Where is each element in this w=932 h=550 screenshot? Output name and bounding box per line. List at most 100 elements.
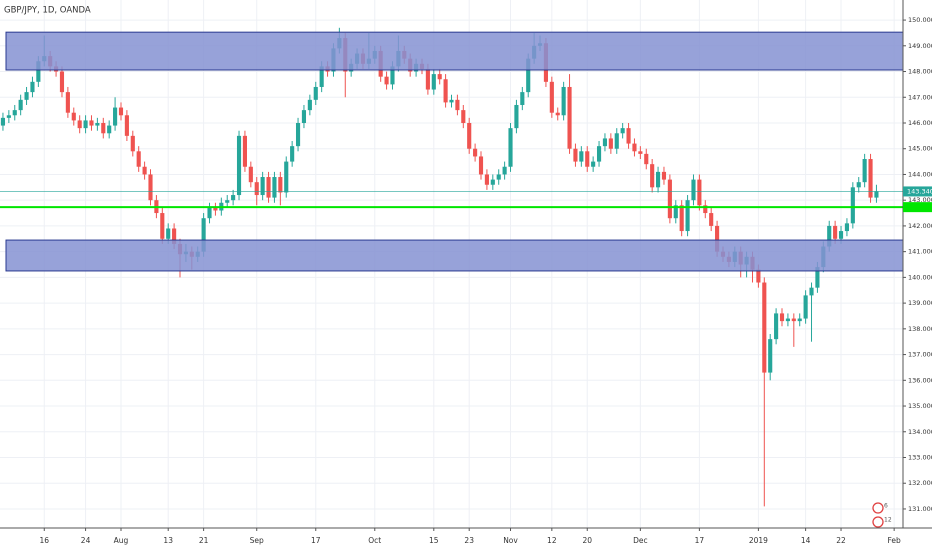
candle-body <box>18 99 23 111</box>
candle-body <box>762 282 767 373</box>
candle-body <box>118 107 124 116</box>
candle-body <box>166 228 171 239</box>
badge <box>872 516 884 528</box>
candle-body <box>384 76 389 85</box>
x-tick-label: Nov <box>503 536 518 545</box>
candle-body <box>644 153 649 165</box>
candle-body <box>6 115 11 118</box>
candle-body <box>526 58 531 93</box>
candle-body <box>850 187 855 224</box>
candle-body <box>313 86 318 100</box>
x-tick-label: 13 <box>163 536 173 545</box>
x-tick-label: 17 <box>311 536 321 545</box>
candle-body <box>478 156 484 175</box>
y-tick-label: 144.000 <box>908 170 932 178</box>
candle-body <box>514 104 519 129</box>
x-tick-label: Dec <box>633 536 648 545</box>
candle-body <box>148 174 153 201</box>
zone <box>5 31 904 71</box>
y-tick-label: 146.000 <box>908 119 932 127</box>
candle-body <box>862 159 867 183</box>
candle-body <box>160 213 165 239</box>
y-tick-label: 140.000 <box>908 273 932 281</box>
candle-body <box>567 86 572 149</box>
candle-body <box>248 166 253 183</box>
candle-body <box>703 205 708 214</box>
x-tick-label: Feb <box>888 536 902 545</box>
candle-body <box>455 99 460 111</box>
candle-body <box>0 117 6 126</box>
candle-body <box>431 74 436 90</box>
level-marker <box>903 202 932 213</box>
candle-body <box>774 313 779 340</box>
candle-body <box>667 179 672 219</box>
candle-body <box>77 120 82 129</box>
candle-body <box>596 146 602 162</box>
candle-body <box>685 200 690 232</box>
candle-body <box>461 110 466 123</box>
candle-body <box>59 71 65 93</box>
candle-body <box>779 313 785 322</box>
candle-body <box>36 61 41 82</box>
candle-body <box>260 177 265 196</box>
x-tick-label: 12 <box>547 536 557 545</box>
x-tick-label: 20 <box>582 536 592 545</box>
grid <box>0 0 903 528</box>
x-tick-label: 23 <box>464 536 474 545</box>
x-tick-label: 17 <box>695 536 705 545</box>
y-tick-label: 134.000 <box>908 428 932 436</box>
badge-label: 12 <box>884 517 892 524</box>
candle-body <box>809 287 814 296</box>
axes: 131.000 132.000 133.000 134.000 135.000 136.0… <box>39 16 932 545</box>
candle-body <box>827 225 832 247</box>
x-tick-label: 14 <box>801 536 811 545</box>
y-tick-label: 148.000 <box>908 68 932 76</box>
candle-body <box>124 115 129 136</box>
candle-body <box>272 177 277 198</box>
y-tick-label: 133.000 <box>908 453 932 461</box>
badge <box>872 502 884 514</box>
y-tick-label: 142.000 <box>908 222 932 230</box>
candle-body <box>856 182 861 188</box>
y-tick-label: 139.000 <box>908 299 932 307</box>
candle-body <box>95 122 100 126</box>
candle-body <box>284 161 289 193</box>
candle-body <box>874 191 879 198</box>
candle-body <box>756 269 761 283</box>
candle-body <box>656 171 661 188</box>
candle-body <box>278 177 283 193</box>
candle-body <box>602 138 608 147</box>
overlays: 6 12 <box>0 31 904 528</box>
candle-body <box>136 151 141 167</box>
candle-body <box>30 81 35 93</box>
candle-body <box>295 122 301 147</box>
candle-body <box>502 166 507 175</box>
candle-body <box>101 122 106 134</box>
candle-body <box>172 228 177 244</box>
candle-body <box>83 120 88 129</box>
candle-body <box>868 159 873 198</box>
candle-body <box>573 148 578 162</box>
candle-body <box>437 74 442 80</box>
x-tick-label: 15 <box>429 536 439 545</box>
y-tick-label: 136.000 <box>908 376 932 384</box>
x-tick-label: 22 <box>836 536 846 545</box>
candle-body <box>791 318 796 322</box>
x-tick-label: Sep <box>250 536 264 545</box>
candle-body <box>561 86 566 116</box>
x-tick-label: 21 <box>199 536 209 545</box>
candle-body <box>484 174 489 185</box>
candle-body <box>673 205 678 219</box>
candle-body <box>390 66 395 85</box>
x-tick-label: 2019 <box>749 536 768 545</box>
candle-body <box>549 81 554 113</box>
candle-body <box>130 135 135 152</box>
y-tick-label: 132.000 <box>908 479 932 487</box>
candle-body <box>319 66 324 87</box>
candle-body <box>679 205 684 232</box>
candle-body <box>591 161 596 167</box>
y-tick-label: 138.000 <box>908 325 932 333</box>
candle-body <box>797 318 802 322</box>
candle-body <box>201 218 206 252</box>
